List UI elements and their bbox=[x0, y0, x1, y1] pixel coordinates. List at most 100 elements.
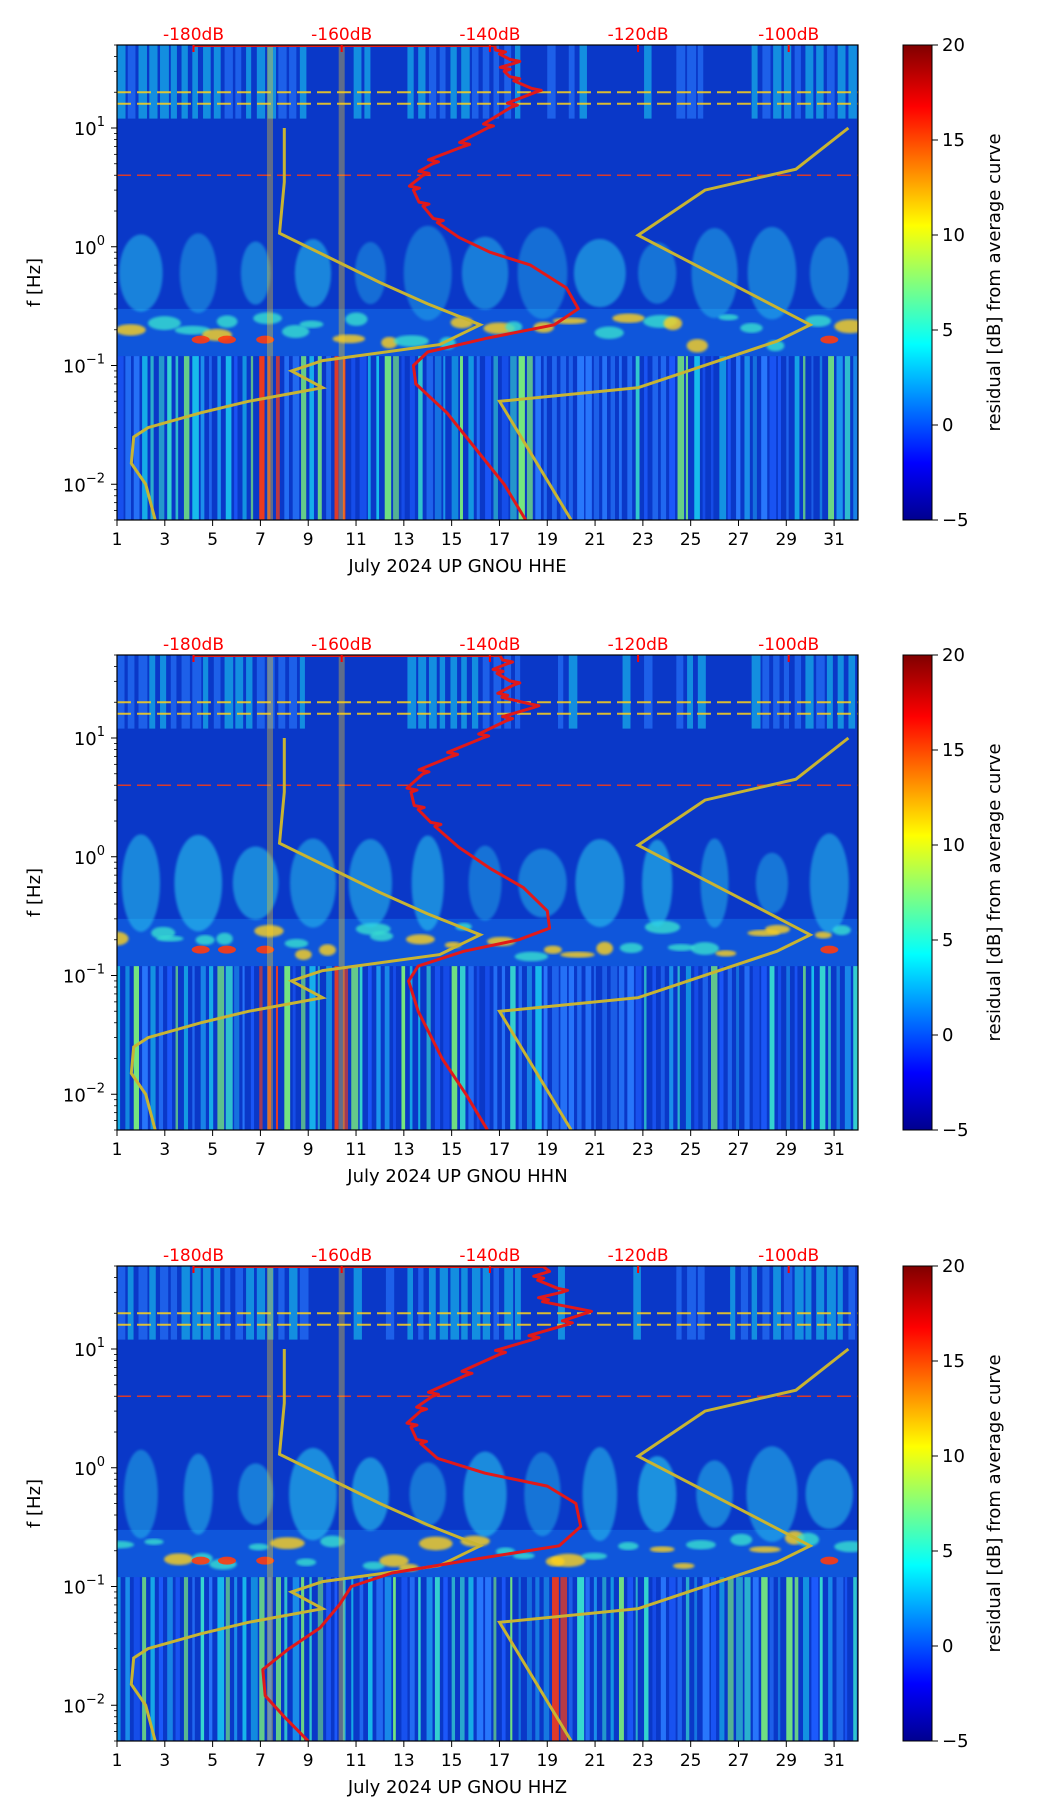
y-tick-label: 10−1 bbox=[63, 963, 105, 988]
db-tick-label: -160dB bbox=[311, 1246, 372, 1266]
colorbar-tick-label: 10 bbox=[942, 1446, 965, 1467]
x-tick-label: 11 bbox=[345, 1751, 367, 1771]
x-tick-label: 11 bbox=[345, 530, 367, 550]
high-noise-model-curve bbox=[496, 736, 850, 1130]
colorbar-tick-label: 10 bbox=[942, 835, 965, 856]
x-axis-label: July 2024 UP GNOU HHE bbox=[347, 556, 566, 577]
colorbar-tick-label: 0 bbox=[942, 415, 953, 436]
x-tick-label: 27 bbox=[728, 1751, 750, 1771]
x-tick-label: 25 bbox=[680, 1751, 702, 1771]
colorbar-tick-label: 5 bbox=[942, 1541, 953, 1562]
x-tick-label: 7 bbox=[255, 1751, 266, 1771]
x-tick-label: 5 bbox=[207, 530, 218, 550]
spectrogram-image bbox=[117, 1266, 858, 1741]
colorbar-tick-label: 10 bbox=[942, 225, 965, 246]
x-tick-label: 23 bbox=[632, 1751, 654, 1771]
x-tick-label: 15 bbox=[441, 1140, 463, 1160]
x-axis-label: July 2024 UP GNOU HHN bbox=[346, 1166, 567, 1187]
x-tick-label: 11 bbox=[345, 1140, 367, 1160]
y-axis-label: f [Hz] bbox=[24, 1479, 45, 1528]
colorbar-label: residual [dB] from average curve bbox=[984, 743, 1005, 1041]
colorbar-label: residual [dB] from average curve bbox=[984, 133, 1005, 431]
x-tick-label: 5 bbox=[207, 1140, 218, 1160]
x-tick-label: 23 bbox=[632, 530, 654, 550]
x-axis-label: July 2024 UP GNOU HHZ bbox=[347, 1777, 567, 1798]
low-noise-model-curve bbox=[129, 738, 485, 1130]
x-tick-label: 29 bbox=[775, 530, 797, 550]
x-tick-label: 17 bbox=[489, 1140, 511, 1160]
y-tick-label: 10−1 bbox=[63, 1574, 105, 1599]
y-tick-label: 10−1 bbox=[63, 353, 105, 378]
y-tick-label: 10−2 bbox=[63, 1692, 105, 1717]
colorbar-tick-label: −5 bbox=[942, 510, 969, 531]
y-tick-label: 100 bbox=[74, 844, 105, 869]
colorbar-tick-label: 15 bbox=[942, 740, 965, 761]
colorbar-tick-label: 20 bbox=[942, 645, 965, 666]
db-tick-label: -180dB bbox=[163, 635, 224, 655]
x-tick-label: 13 bbox=[393, 1751, 415, 1771]
y-tick-label: 10−2 bbox=[63, 1081, 105, 1106]
x-tick-label: 21 bbox=[584, 1140, 606, 1160]
y-tick-label: 10−2 bbox=[63, 471, 105, 496]
x-tick-label: 19 bbox=[536, 1751, 558, 1771]
x-tick-label: 27 bbox=[728, 530, 750, 550]
db-tick-label: -100dB bbox=[758, 25, 819, 45]
colorbar-gradient bbox=[902, 44, 933, 521]
y-axis-label: f [Hz] bbox=[24, 868, 45, 917]
x-tick-label: 29 bbox=[775, 1751, 797, 1771]
spectrogram-image bbox=[117, 655, 858, 1130]
spectrogram-image bbox=[117, 45, 858, 520]
x-tick-label: 21 bbox=[584, 530, 606, 550]
colorbar-gradient bbox=[902, 1265, 933, 1742]
x-tick-label: 27 bbox=[728, 1140, 750, 1160]
colorbar-tick-label: 15 bbox=[942, 130, 965, 151]
colorbar-tick-label: 0 bbox=[942, 1636, 953, 1657]
db-tick-label: -100dB bbox=[758, 1246, 819, 1266]
median-psd-curve bbox=[405, 655, 552, 1130]
y-axis-label: f [Hz] bbox=[24, 258, 45, 307]
low-noise-model-curve bbox=[129, 1349, 485, 1741]
y-tick-label: 101 bbox=[74, 1336, 105, 1361]
colorbar: 20 15 10 5 0 −5 residual [dB] from average cur… bbox=[902, 645, 1005, 1141]
colorbar-tick-label: 0 bbox=[942, 1025, 953, 1046]
x-tick-label: 17 bbox=[489, 530, 511, 550]
y-tick-label: 101 bbox=[74, 115, 105, 140]
colorbar-gradient bbox=[902, 654, 933, 1131]
colorbar-label: residual [dB] from average curve bbox=[984, 1354, 1005, 1652]
median-psd-curve bbox=[407, 45, 580, 520]
x-tick-label: 21 bbox=[584, 1751, 606, 1771]
db-tick-label: -180dB bbox=[163, 1246, 224, 1266]
db-tick-label: -160dB bbox=[311, 635, 372, 655]
db-tick-label: -120dB bbox=[608, 635, 669, 655]
x-tick-label: 3 bbox=[159, 1140, 170, 1160]
x-tick-label: 19 bbox=[536, 530, 558, 550]
x-tick-label: 9 bbox=[303, 1140, 314, 1160]
db-tick-label: -100dB bbox=[758, 635, 819, 655]
x-tick-label: 3 bbox=[159, 1751, 170, 1771]
db-tick-label: -120dB bbox=[608, 1246, 669, 1266]
x-tick-label: 13 bbox=[393, 1140, 415, 1160]
x-tick-label: 23 bbox=[632, 1140, 654, 1160]
db-tick-label: -160dB bbox=[311, 25, 372, 45]
x-tick-label: 25 bbox=[680, 530, 702, 550]
x-tick-label: 31 bbox=[823, 1140, 845, 1160]
x-tick-label: 5 bbox=[207, 1751, 218, 1771]
colorbar: 20 15 10 5 0 −5 residual [dB] from average cur… bbox=[902, 1256, 1005, 1752]
db-tick-label: -140dB bbox=[459, 25, 520, 45]
x-tick-label: 25 bbox=[680, 1140, 702, 1160]
low-noise-model-curve bbox=[129, 128, 485, 520]
colorbar-tick-label: 20 bbox=[942, 35, 965, 56]
x-tick-label: 3 bbox=[159, 530, 170, 550]
x-tick-label: 19 bbox=[536, 1140, 558, 1160]
colorbar-tick-label: 15 bbox=[942, 1351, 965, 1372]
x-tick-label: 15 bbox=[441, 1751, 463, 1771]
median-psd-curve bbox=[261, 1266, 593, 1741]
colorbar: 20 15 10 5 0 −5 residual [dB] from average cur… bbox=[902, 35, 1005, 531]
colorbar-tick-label: 5 bbox=[942, 320, 953, 341]
colorbar-tick-label: −5 bbox=[942, 1731, 969, 1752]
x-tick-label: 31 bbox=[823, 530, 845, 550]
y-tick-label: 100 bbox=[74, 1455, 105, 1480]
